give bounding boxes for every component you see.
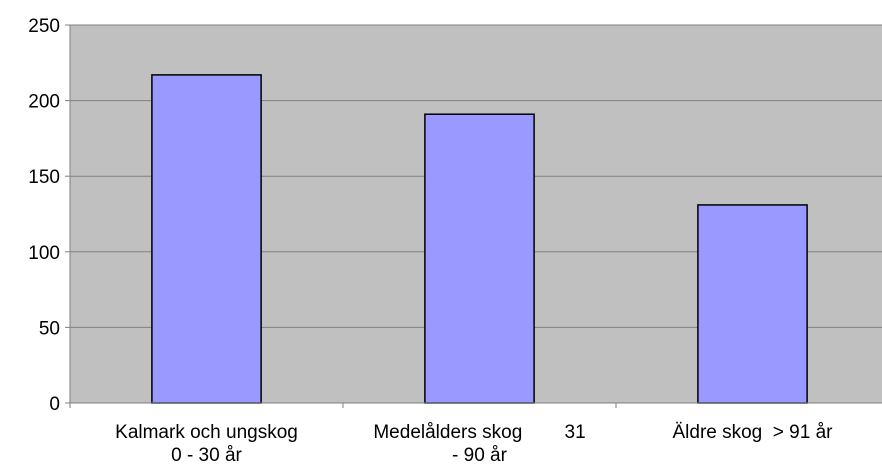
bars <box>151 74 808 404</box>
axes <box>65 24 882 408</box>
y-tick-label: 250 <box>28 16 60 37</box>
y-tick-label: 0 <box>49 394 60 415</box>
bar <box>151 74 262 404</box>
x-tick-label: Medelålders skog 31- 90 år <box>373 422 585 466</box>
y-tick-label: 100 <box>28 243 60 264</box>
x-tick-label: Kalmark och ungskog 0 - 30 år <box>115 422 298 466</box>
y-tick-label: 200 <box>28 92 60 113</box>
bar <box>697 204 808 404</box>
x-axis-tick-labels: Kalmark och ungskog 0 - 30 år Medelålders … <box>115 422 833 466</box>
y-axis-tick-labels: 0 50 100 150 200 250 <box>28 16 60 415</box>
y-tick-label: 150 <box>28 167 60 188</box>
bar <box>424 113 535 404</box>
x-tick-label: Äldre skog > 91 år <box>672 422 833 443</box>
y-tick-label: 50 <box>39 318 60 339</box>
